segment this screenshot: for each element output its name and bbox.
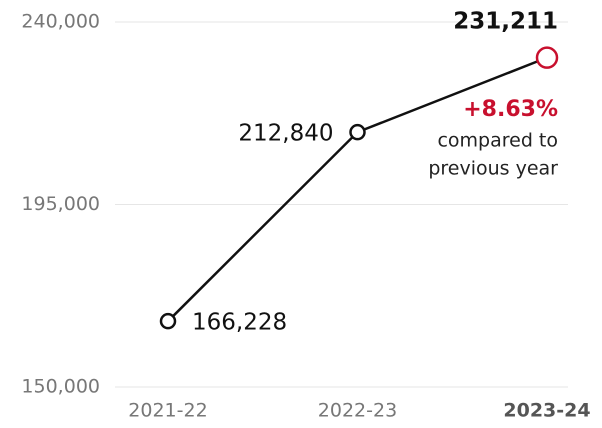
annotation-text: previous year	[428, 158, 558, 180]
annotation-change: +8.63%	[463, 97, 558, 122]
y-tick-label: 150,000	[21, 376, 100, 398]
x-tick-label: 2022-23	[318, 400, 397, 422]
value-label: 212,840	[238, 121, 333, 147]
y-tick-label: 240,000	[21, 11, 100, 33]
point	[159, 312, 177, 330]
annotation-text: compared to	[437, 130, 558, 152]
point	[349, 123, 366, 141]
value-label: 166,228	[192, 310, 287, 336]
x-tick-label: 2021-22	[128, 400, 207, 422]
x-tick-label: 2023-24	[503, 400, 590, 422]
point	[535, 46, 559, 69]
y-tick-label: 195,000	[21, 193, 100, 215]
value-label: 231,211	[453, 9, 558, 35]
